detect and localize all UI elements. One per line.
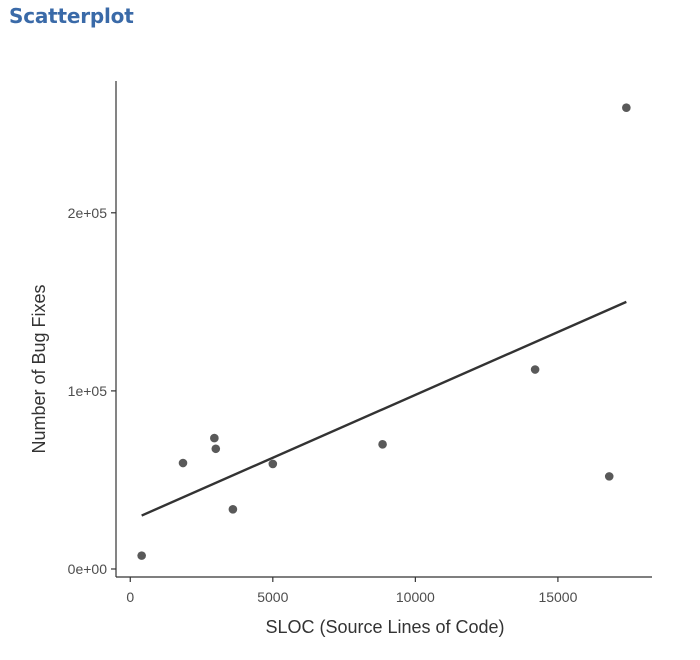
data-point xyxy=(378,440,387,449)
page-title: Scatterplot xyxy=(9,4,134,28)
x-axis-title: SLOC (Source Lines of Code) xyxy=(265,617,504,637)
data-point xyxy=(210,433,219,443)
y-tick-label: 0e+00 xyxy=(68,561,108,577)
y-tick-label: 2e+05 xyxy=(68,205,108,221)
data-point xyxy=(530,365,540,374)
axis-ticks: 0 5000 10000 15000 0e+00 1e+05 2e+05 xyxy=(68,205,578,605)
x-tick-label: 15000 xyxy=(538,589,577,605)
y-tick-label: 1e+05 xyxy=(68,383,108,399)
data-point xyxy=(268,459,278,469)
data-point xyxy=(622,103,631,113)
data-point xyxy=(178,458,188,468)
trend-layer xyxy=(141,300,627,517)
axes xyxy=(115,81,652,578)
x-tick-label: 10000 xyxy=(396,589,435,605)
data-point xyxy=(211,444,221,454)
x-tick-label: 0 xyxy=(126,589,134,605)
data-point xyxy=(228,505,238,514)
data-points xyxy=(137,103,631,560)
x-tick-label: 5000 xyxy=(257,589,288,605)
data-point xyxy=(604,472,614,481)
trend-line xyxy=(141,300,627,517)
data-point xyxy=(137,551,146,560)
y-axis-title: Number of Bug Fixes xyxy=(29,284,49,453)
